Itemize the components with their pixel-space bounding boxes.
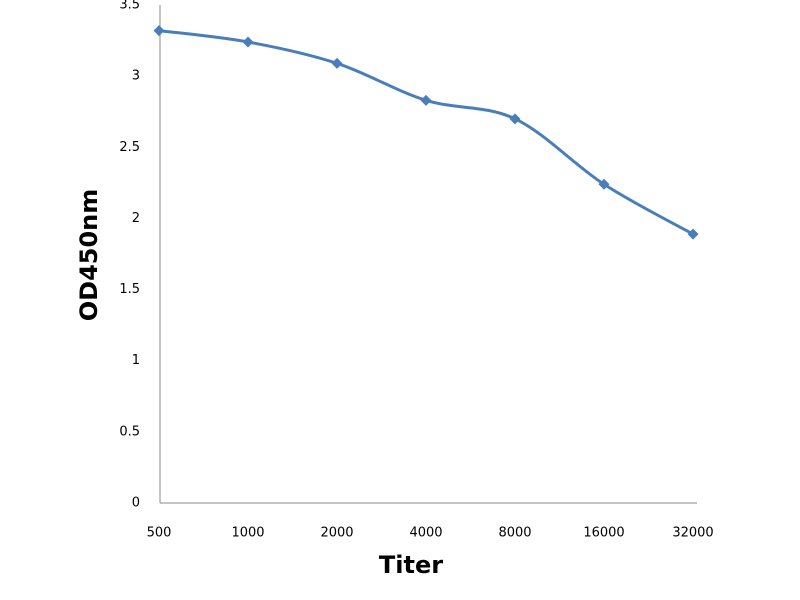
marker <box>687 228 699 240</box>
y-tick-label: 1 <box>132 353 140 368</box>
y-tick-label: 0.5 <box>119 424 140 439</box>
line <box>158 29 694 236</box>
y-tick-label: 0 <box>132 496 140 511</box>
marker <box>598 178 610 190</box>
y-tick-label: 1.5 <box>119 282 140 297</box>
marker <box>331 57 343 69</box>
y-tick-label: 3.5 <box>119 0 140 13</box>
x-tick-label: 2000 <box>320 526 353 541</box>
x-tick-label: 500 <box>147 526 172 541</box>
marker <box>509 113 521 125</box>
x-tick-label: 16000 <box>583 526 624 541</box>
x-tick-label: 4000 <box>409 526 442 541</box>
x-axis-title: Titer <box>379 551 443 579</box>
x-tick-label: 1000 <box>231 526 264 541</box>
marker <box>242 36 254 48</box>
marker <box>153 25 165 37</box>
y-tick-label: 2 <box>132 211 140 226</box>
x-tick-label: 8000 <box>498 526 531 541</box>
marker <box>420 94 432 106</box>
y-tick-label: 2.5 <box>119 140 140 155</box>
y-tick-label: 3 <box>132 69 140 84</box>
x-tick-label: 32000 <box>672 526 713 541</box>
y-axis-title: OD450nm <box>75 189 103 322</box>
